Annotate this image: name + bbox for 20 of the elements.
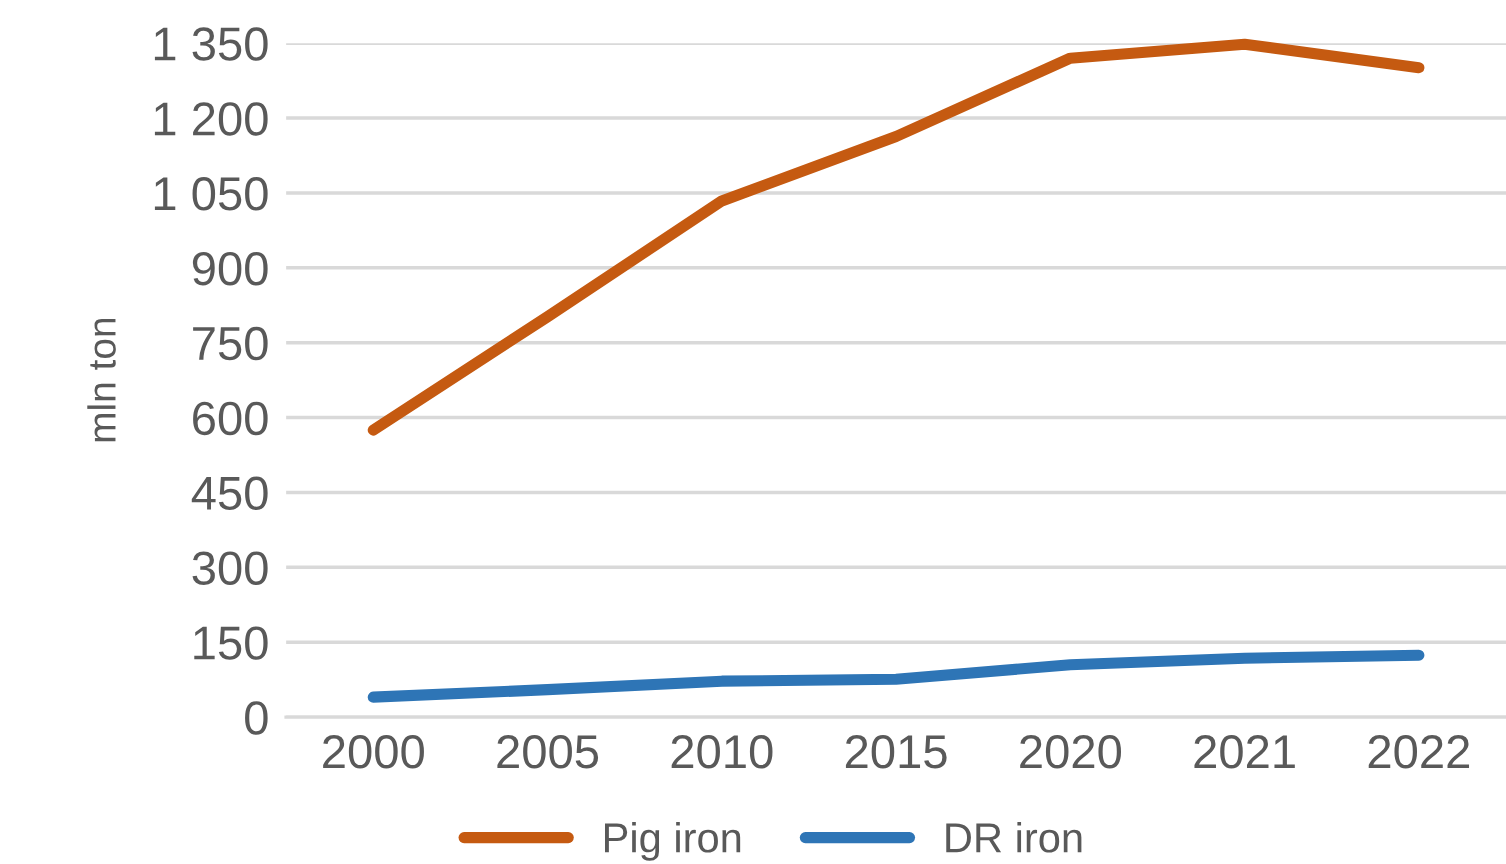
x-tick-label: 2022: [1368, 735, 1470, 769]
y-tick-label: 1 050: [154, 177, 268, 211]
legend-label: DR iron: [946, 822, 1082, 853]
y-tick-label: 1 200: [154, 102, 268, 136]
x-tick-label: 2005: [497, 735, 599, 769]
legend-label: Pig iron: [605, 822, 741, 861]
y-tick-label: 900: [192, 251, 268, 286]
y-tick-label: 300: [192, 551, 268, 585]
y-tick-label: 1 350: [154, 27, 268, 61]
y-tick-label: 0: [245, 701, 268, 735]
x-tick-label: 2000: [323, 735, 424, 769]
y-axis-title: mln ton: [87, 318, 116, 442]
y-tick-label: 150: [194, 626, 268, 660]
x-tick-label: 2015: [845, 735, 947, 769]
x-tick-label: 2010: [671, 735, 773, 769]
x-tick-label: 2020: [1020, 735, 1122, 769]
y-tick-label: 450: [191, 476, 268, 511]
y-tick-label: 750: [193, 326, 268, 361]
y-tick-label: 600: [193, 401, 268, 436]
x-tick-label: 2021: [1194, 735, 1295, 769]
